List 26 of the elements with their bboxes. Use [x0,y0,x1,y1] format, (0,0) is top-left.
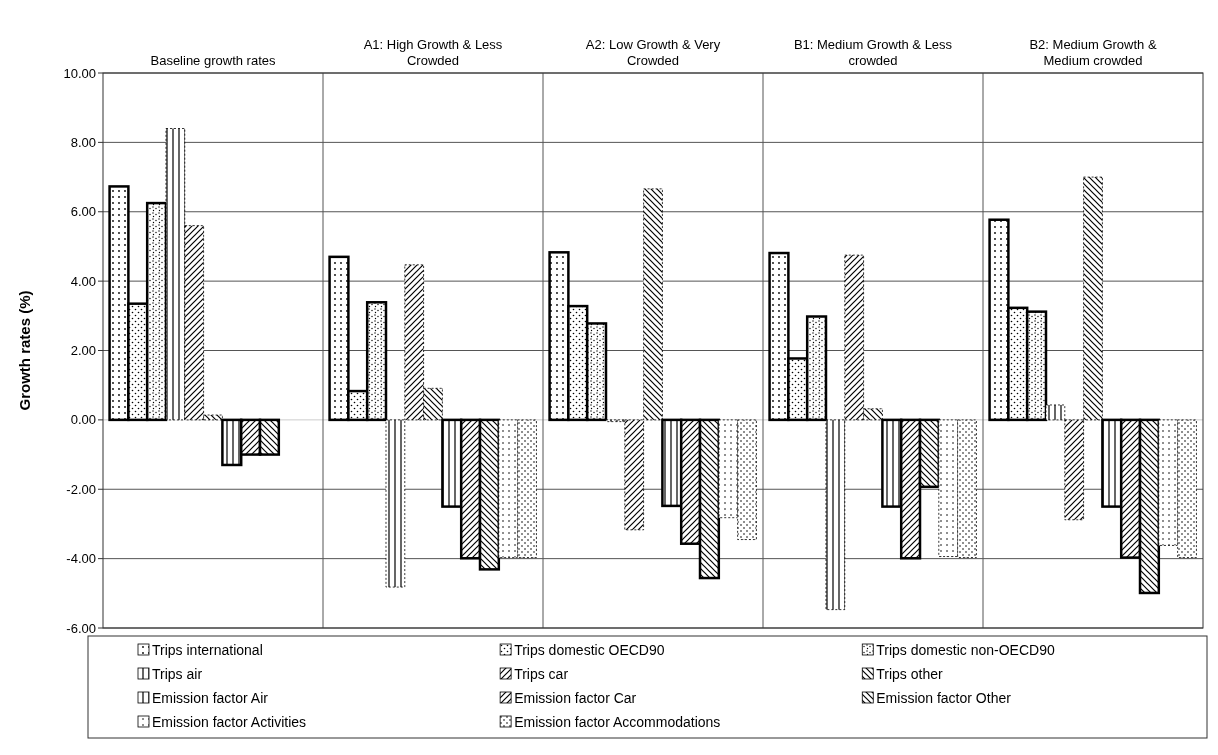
legend-label: Emission factor Other [876,689,1012,706]
legend-label: Trips domestic OECD90 [514,641,665,658]
x-tick-label: Baseline growth rates [150,53,276,68]
y-tick-label: 4.00 [70,273,96,289]
legend-label: Trips car [514,665,569,682]
legend-label: Trips other [876,665,943,682]
y-axis-title: Growth rates (%) [16,290,33,411]
x-tick-label: A1: High Growth & Less Crowded [363,37,503,68]
y-tick-label: 2.00 [70,343,96,359]
x-tick-label: A2: Low Growth & Very Crowded [585,37,721,68]
y-tick-label: 8.00 [70,134,96,150]
legend-label: Trips air [152,665,203,682]
y-tick-label: 6.00 [70,204,96,220]
y-tick-label: 0.00 [70,412,96,428]
legend-label: Emission factor Car [514,689,637,706]
x-tick-label: B1: Medium Growth & Less crowded [793,37,953,68]
y-tick-label: -2.00 [66,481,96,497]
y-tick-label: -4.00 [66,551,96,567]
x-tick-label: B2: Medium Growth & Medium crowded [1029,37,1157,68]
legend-label: Emission factor Activities [152,713,307,730]
legend-label: Emission factor Accommodations [514,713,721,730]
legend-label: Trips domestic non-OECD90 [876,641,1055,658]
y-tick-label: -6.00 [66,620,96,636]
legend-label: Emission factor Air [152,689,269,706]
legend-label: Trips international [152,641,263,658]
y-tick-label: 10.00 [63,65,96,81]
